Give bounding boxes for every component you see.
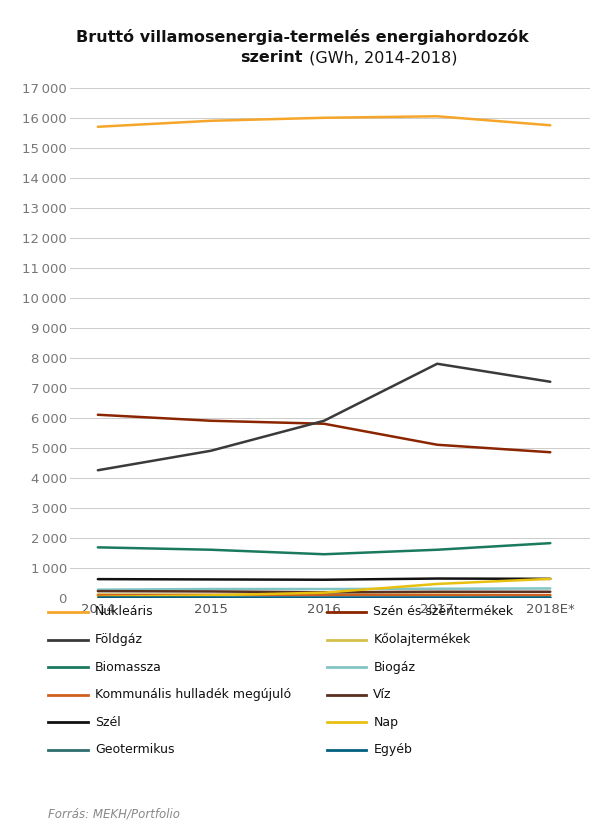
Text: Geotermikus: Geotermikus: [95, 743, 174, 757]
Text: Szél: Szél: [95, 716, 121, 729]
Text: Nap: Nap: [373, 716, 398, 729]
Text: Víz: Víz: [373, 688, 392, 701]
Text: Szén és széntermékek: Szén és széntermékek: [373, 605, 514, 619]
Text: Forrás: MEKH/Portfolio: Forrás: MEKH/Portfolio: [48, 808, 180, 821]
Text: (GWh, 2014-2018): (GWh, 2014-2018): [304, 50, 457, 65]
Text: Kommunális hulladék megújuló: Kommunális hulladék megújuló: [95, 688, 291, 701]
Text: Biogáz: Biogáz: [373, 660, 415, 674]
Text: Biomassza: Biomassza: [95, 660, 162, 674]
Text: Nukleáris: Nukleáris: [95, 605, 154, 619]
Text: Kőolajtermékek: Kőolajtermékek: [373, 633, 471, 646]
Text: szerint: szerint: [240, 50, 302, 65]
Text: Bruttó villamosenergia-termelés energiahordozók: Bruttó villamosenergia-termelés energiah…: [76, 29, 529, 45]
Text: Földgáz: Földgáz: [95, 633, 143, 646]
Text: Egyéb: Egyéb: [373, 743, 412, 757]
